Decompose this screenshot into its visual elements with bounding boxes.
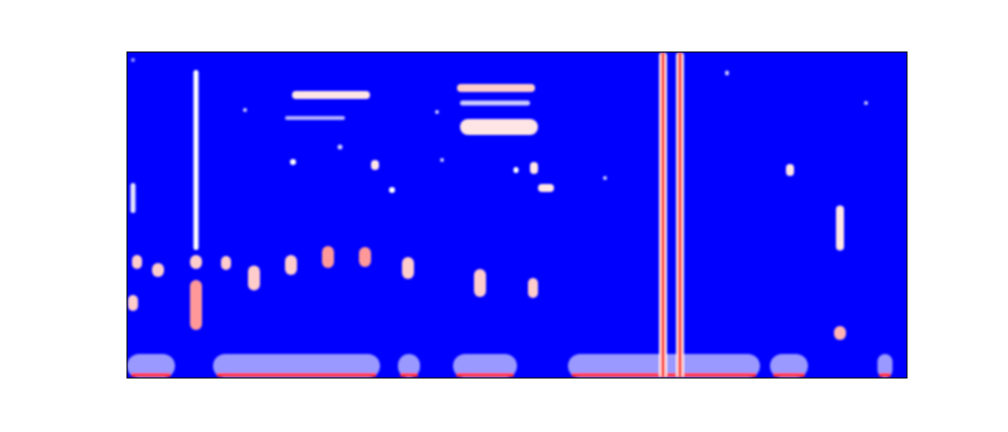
chart — [0, 0, 1008, 432]
spot — [128, 295, 138, 311]
spot — [292, 91, 370, 99]
spot — [676, 52, 684, 378]
spot — [440, 158, 444, 162]
spot — [190, 280, 202, 330]
spot — [725, 71, 729, 76]
spot — [773, 373, 805, 377]
plot-frame — [127, 52, 907, 378]
spot — [322, 246, 334, 268]
spot — [190, 255, 202, 269]
spot — [132, 255, 142, 269]
spot — [786, 164, 794, 176]
spot — [435, 110, 439, 114]
spot — [131, 373, 171, 377]
spot — [538, 184, 554, 192]
spot — [248, 266, 260, 291]
spot — [460, 119, 538, 135]
spot — [338, 145, 343, 150]
spot — [290, 159, 296, 165]
spot — [194, 70, 199, 250]
spot — [389, 187, 395, 193]
spot — [243, 108, 247, 112]
spot — [460, 101, 530, 106]
spot — [834, 326, 846, 340]
spot — [474, 269, 486, 297]
spot — [131, 58, 135, 62]
spot — [402, 257, 414, 279]
spot — [285, 116, 345, 120]
spots — [127, 52, 893, 378]
spot — [453, 354, 517, 378]
spot — [864, 101, 868, 105]
spot — [213, 354, 380, 378]
spot — [221, 256, 231, 270]
spot — [770, 354, 808, 378]
spot — [457, 84, 535, 92]
spot — [131, 183, 136, 213]
spot — [398, 354, 420, 378]
spot — [514, 167, 519, 173]
spot — [285, 255, 297, 275]
spot — [359, 247, 371, 267]
spot — [152, 263, 164, 277]
spot — [217, 373, 377, 377]
spot — [400, 373, 418, 377]
spot — [456, 373, 514, 377]
spot — [127, 354, 175, 378]
spot — [530, 162, 538, 174]
plot-background — [127, 52, 907, 378]
spot — [528, 278, 538, 298]
spot — [879, 373, 891, 377]
spot — [836, 206, 844, 251]
spot — [603, 176, 607, 180]
spot — [662, 52, 665, 378]
spot — [878, 354, 893, 378]
spot — [371, 160, 379, 170]
spot — [679, 52, 682, 378]
spot — [659, 52, 667, 378]
